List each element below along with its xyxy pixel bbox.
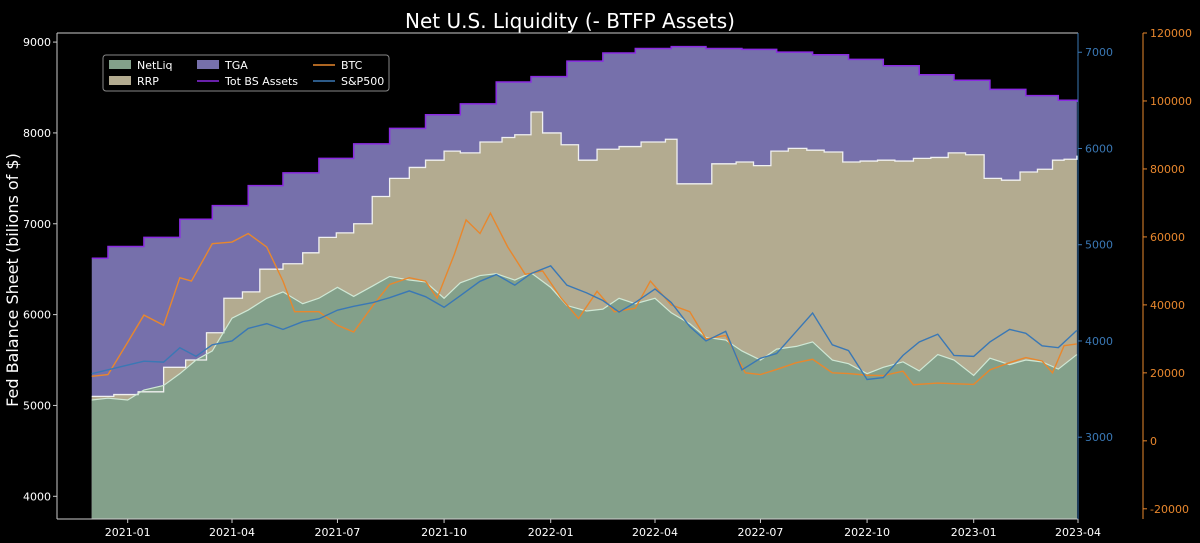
x-tick-label: 2023-04	[1055, 526, 1101, 539]
y-left-tick-label: 9000	[23, 36, 51, 49]
legend-swatch	[109, 76, 131, 85]
x-tick-label: 2021-07	[314, 526, 360, 539]
legend-swatch	[197, 60, 219, 69]
y-right1-tick-label: 5000	[1085, 239, 1113, 252]
x-tick-label: 2023-01	[951, 526, 997, 539]
legend-label: NetLiq	[137, 59, 172, 72]
x-tick-label: 2022-04	[632, 526, 678, 539]
netliq-area	[91, 272, 1077, 519]
y-right2-tick-label: 100000	[1150, 95, 1192, 108]
y-left-tick-label: 8000	[23, 127, 51, 140]
legend-label: BTC	[341, 59, 363, 72]
line-layers	[91, 45, 1078, 401]
legend: NetLiq TGA BTC RRP Tot BS Assets S&P500	[102, 54, 390, 92]
y-right1-tick-label: 3000	[1085, 431, 1113, 444]
chart-title: Net U.S. Liquidity (- BTFP Assets)	[405, 9, 735, 33]
x-tick-label: 2022-10	[844, 526, 890, 539]
legend-label: S&P500	[341, 75, 384, 88]
y-axis-label: Fed Balance Sheet (bilions of $)	[3, 153, 22, 407]
y-left-tick-label: 4000	[23, 490, 51, 503]
y-right1-tick-label: 7000	[1085, 46, 1113, 59]
tot-bs-assets-line	[91, 45, 1078, 260]
y-left-tick-label: 6000	[23, 309, 51, 322]
axes: 4000 5000 6000 7000 8000 9000 3000 4000 5000 6000…	[23, 27, 1192, 539]
x-tick-label: 2021-10	[421, 526, 467, 539]
legend-box	[102, 54, 390, 92]
sp500-line	[91, 265, 1078, 381]
y-left-tick-label: 5000	[23, 399, 51, 412]
area-layers	[91, 46, 1077, 520]
legend-label: Tot BS Assets	[224, 75, 298, 88]
y-right2-tick-label: 80000	[1150, 163, 1185, 176]
y-right1-tick-label: 6000	[1085, 142, 1113, 155]
y-right2-tick-label: 120000	[1150, 27, 1192, 40]
y-right1-tick-label: 4000	[1085, 335, 1113, 348]
legend-swatch	[109, 60, 131, 69]
netliq-line	[91, 272, 1078, 401]
y-right2-tick-label: 60000	[1150, 231, 1185, 244]
x-tick-label: 2022-07	[737, 526, 783, 539]
x-tick-label: 2022-01	[528, 526, 574, 539]
y-right2-tick-label: 40000	[1150, 299, 1185, 312]
x-tick-label: 2021-01	[105, 526, 151, 539]
btc-line	[91, 211, 1077, 386]
y-right2-tick-label: -20000	[1150, 503, 1189, 516]
legend-label: TGA	[224, 59, 248, 72]
legend-label: RRP	[137, 75, 159, 88]
y-left-tick-label: 7000	[23, 218, 51, 231]
y-right2-tick-label: 0	[1150, 435, 1157, 448]
y-right2-tick-label: 20000	[1150, 367, 1185, 380]
x-tick-label: 2021-04	[209, 526, 255, 539]
rrp-line	[91, 111, 1078, 398]
